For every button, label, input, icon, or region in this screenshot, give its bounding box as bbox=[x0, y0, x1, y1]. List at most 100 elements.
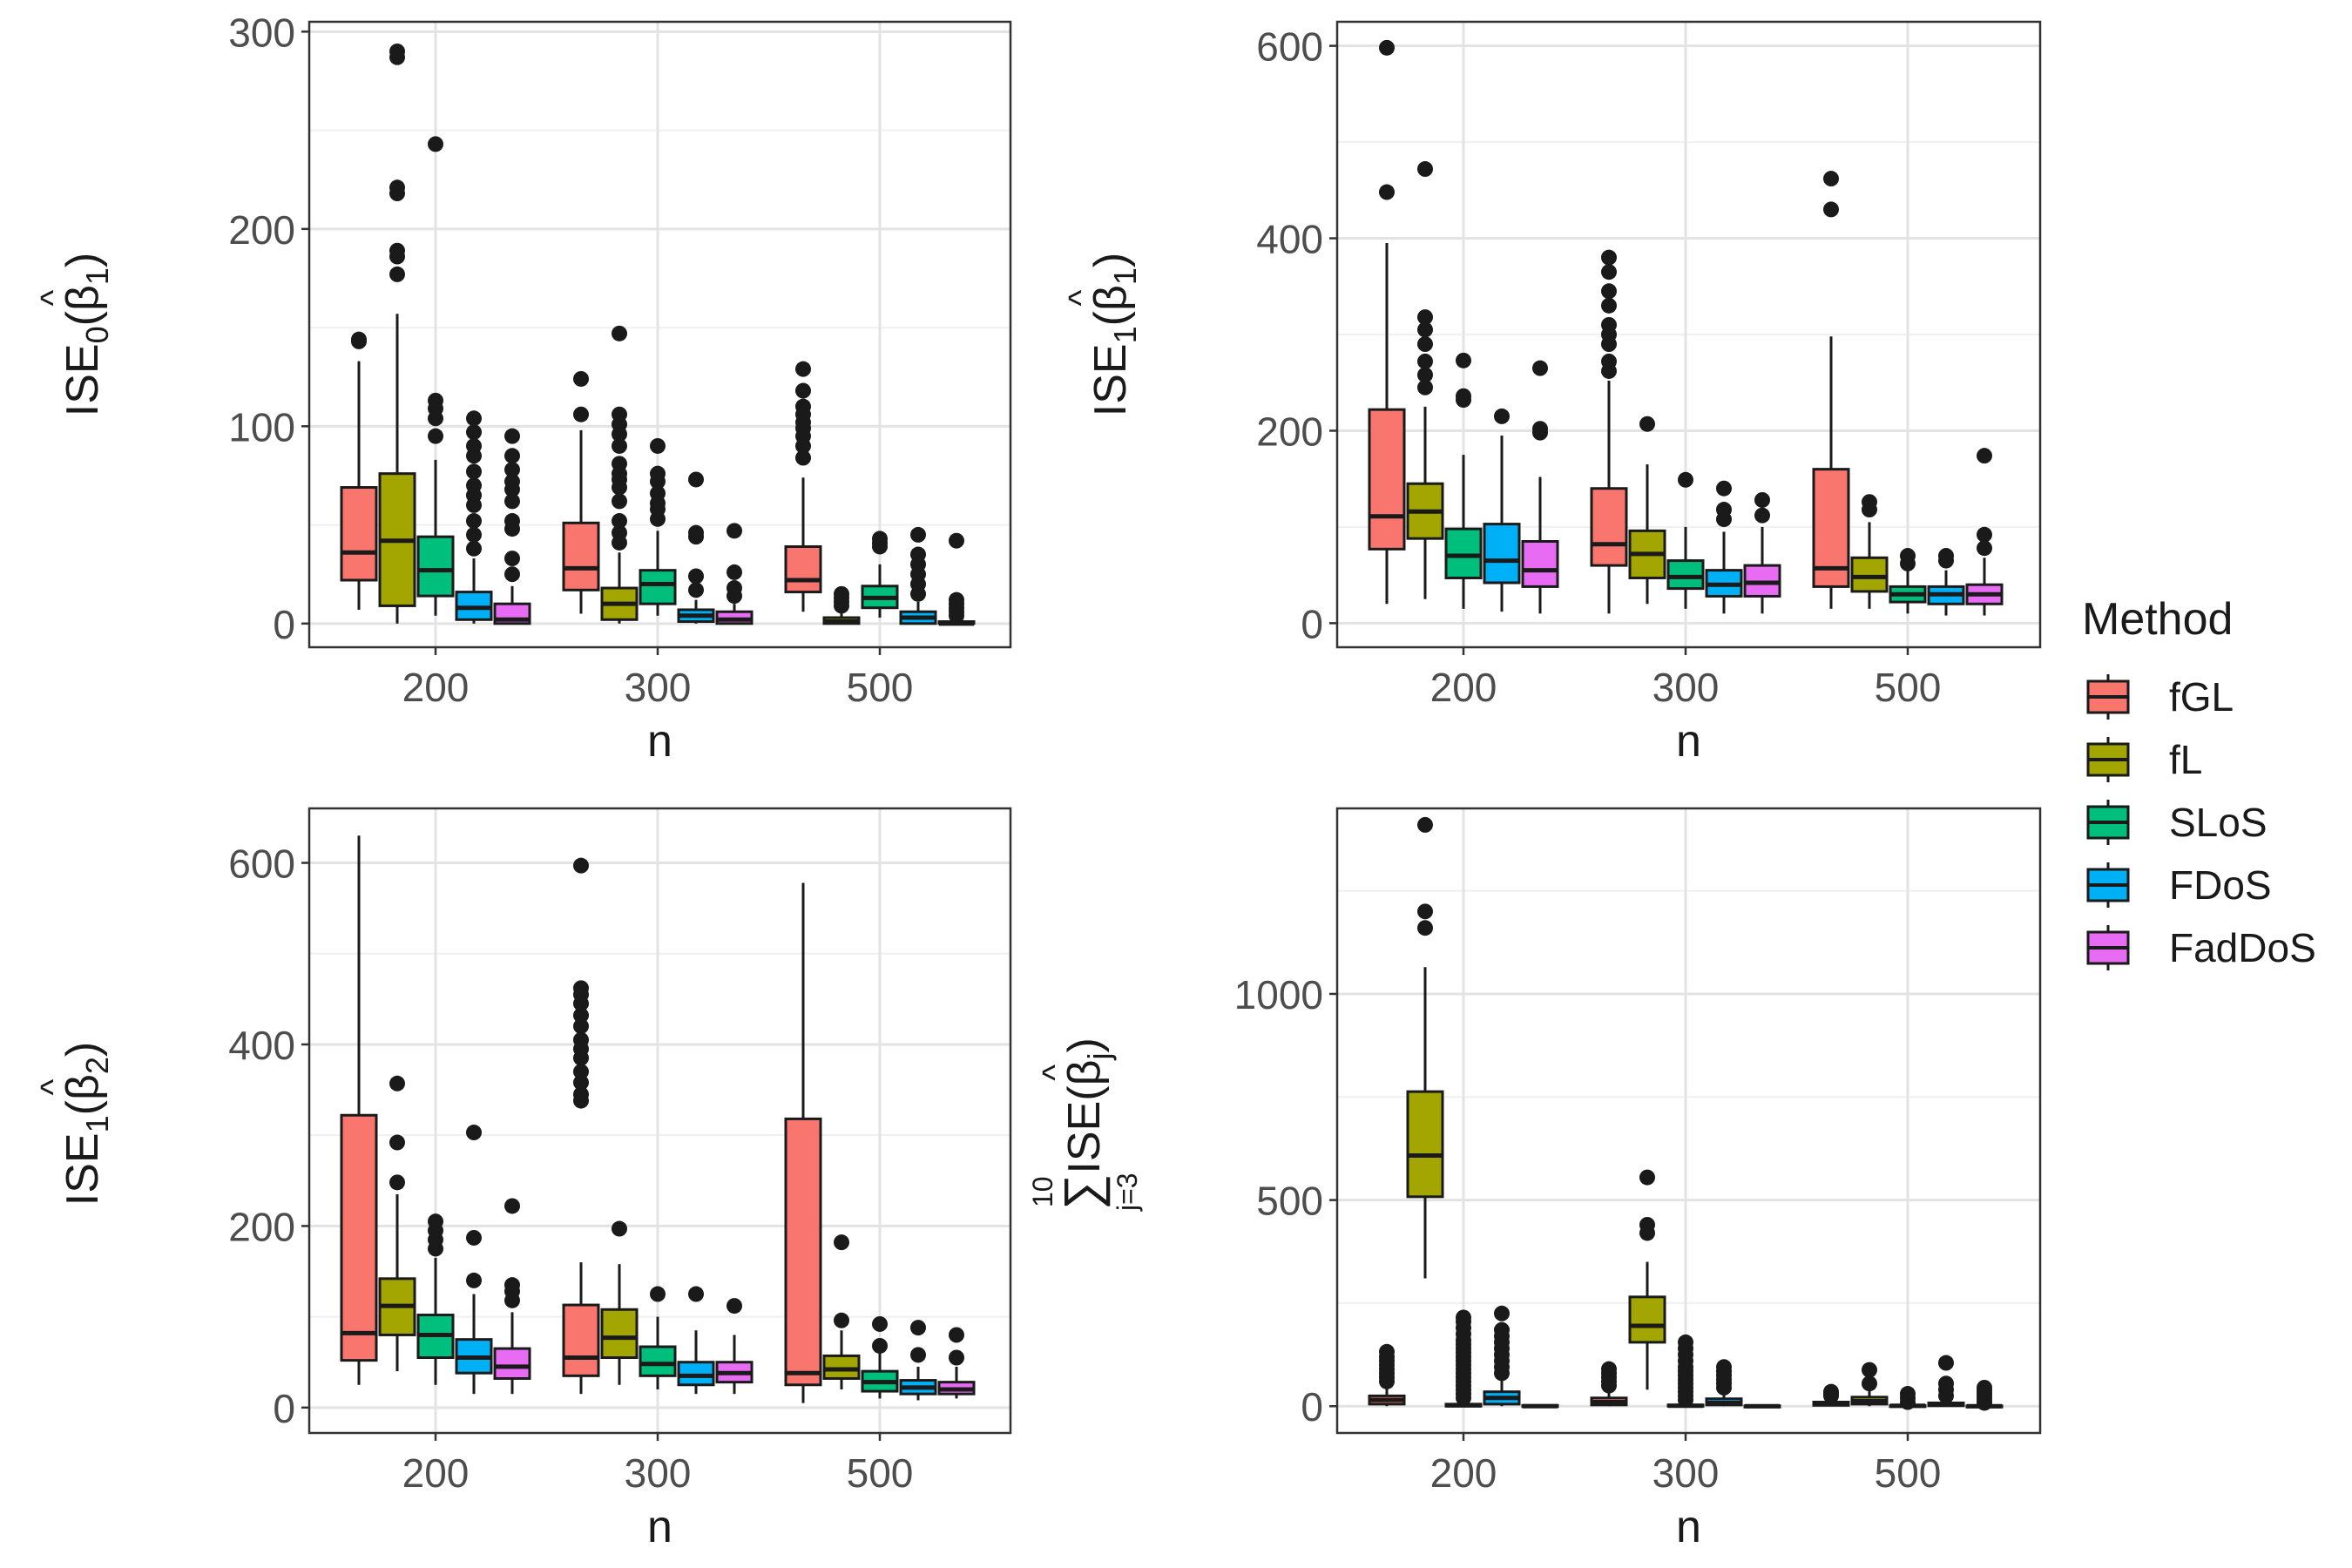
outlier-point bbox=[573, 857, 589, 874]
box-FadDoS-500 bbox=[1965, 448, 2004, 616]
box-fL-200 bbox=[1406, 816, 1444, 1279]
x-tick-label: 200 bbox=[1430, 665, 1497, 710]
outlier-point bbox=[650, 485, 666, 502]
outlier-point bbox=[1601, 264, 1617, 280]
box-FadDoS-200 bbox=[493, 428, 531, 625]
box-body bbox=[600, 1308, 639, 1360]
legend-item-fL: fL bbox=[2086, 737, 2202, 782]
outlier-point bbox=[389, 43, 405, 59]
outlier-point bbox=[428, 428, 443, 444]
outlier-point bbox=[688, 568, 704, 585]
outlier-point bbox=[949, 532, 964, 549]
outlier-point bbox=[466, 526, 482, 543]
outlier-point bbox=[688, 582, 704, 598]
outlier-point bbox=[834, 1234, 849, 1251]
box-SLoS-300 bbox=[1666, 471, 1705, 609]
outlier-point bbox=[1417, 816, 1433, 833]
outlier-point bbox=[1716, 480, 1732, 497]
outlier-point bbox=[1716, 502, 1732, 518]
outlier-point bbox=[389, 1075, 405, 1092]
outlier-point bbox=[1532, 360, 1548, 376]
legend-item-FadDoS: FadDoS bbox=[2086, 925, 2316, 970]
box-FadDoS-300 bbox=[715, 1298, 754, 1395]
sum-lower-limit: j=3 bbox=[1112, 1173, 1143, 1212]
box-body bbox=[1521, 539, 1559, 588]
outlier-point bbox=[389, 1174, 405, 1191]
y-tick-label: 400 bbox=[1256, 217, 1323, 262]
box-FDoS-300 bbox=[1705, 480, 1743, 614]
x-tick-label: 300 bbox=[1652, 1450, 1720, 1496]
outlier-point bbox=[428, 392, 443, 409]
outlier-point bbox=[1494, 408, 1510, 424]
legend-label: fGL bbox=[2169, 674, 2234, 720]
y-tick-label: 600 bbox=[228, 841, 295, 887]
box-FadDoS-500 bbox=[937, 532, 976, 626]
outlier-point bbox=[1900, 548, 1916, 564]
outlier-point bbox=[650, 437, 666, 454]
outlier-point bbox=[466, 410, 482, 427]
outlier-point bbox=[650, 465, 666, 482]
outlier-point bbox=[573, 1031, 589, 1048]
outlier-point bbox=[1862, 494, 1877, 510]
sum-upper-limit: 10 bbox=[1027, 1176, 1058, 1207]
y-tick-label: 200 bbox=[228, 207, 295, 253]
svg-text:∑ISE(βj): ∑ISE(βj) bbox=[1054, 1037, 1117, 1210]
box-body bbox=[1406, 1090, 1444, 1199]
box-fGL-500 bbox=[1812, 1383, 1850, 1407]
outlier-point bbox=[1900, 1386, 1916, 1402]
box-FadDoS-300 bbox=[1743, 1403, 1781, 1409]
x-tick-label: 200 bbox=[402, 665, 470, 710]
y-axis-title: ISE1(β1)^ bbox=[1062, 253, 1143, 416]
outlier-point bbox=[1716, 1359, 1732, 1375]
y-tick-label: 100 bbox=[228, 404, 295, 449]
outlier-point bbox=[1456, 352, 1471, 368]
legend-item-FDoS: FDoS bbox=[2086, 862, 2272, 908]
outlier-point bbox=[504, 513, 520, 530]
outlier-point bbox=[727, 1298, 742, 1315]
box-SLoS-500 bbox=[1889, 548, 1927, 614]
outlier-point bbox=[466, 437, 482, 454]
outlier-point bbox=[1754, 507, 1770, 524]
outlier-point bbox=[1938, 1375, 1954, 1392]
outlier-point bbox=[688, 524, 704, 541]
svg-text:ISE0(β1): ISE0(β1) bbox=[57, 253, 115, 416]
plot-background bbox=[1337, 808, 2040, 1433]
outlier-point bbox=[1938, 548, 1954, 564]
box-FadDoS-200 bbox=[1521, 1403, 1559, 1409]
box-fL-500 bbox=[822, 1234, 861, 1389]
outlier-point bbox=[612, 406, 627, 422]
outlier-point bbox=[389, 179, 405, 196]
x-tick-label: 500 bbox=[847, 1450, 914, 1496]
hat-accent: ^ bbox=[1036, 1064, 1074, 1081]
box-FDoS-300 bbox=[677, 471, 715, 624]
box-body bbox=[493, 1347, 531, 1380]
outlier-point bbox=[1494, 1305, 1510, 1321]
box-body bbox=[822, 1354, 861, 1380]
box-fL-200 bbox=[378, 43, 416, 624]
outlier-point bbox=[1417, 920, 1433, 936]
x-tick-label: 300 bbox=[625, 1450, 692, 1496]
y-tick-label: 1000 bbox=[1234, 972, 1323, 1017]
box-SLoS-500 bbox=[861, 1315, 899, 1399]
plot-background bbox=[309, 808, 1010, 1433]
box-SLoS-300 bbox=[639, 437, 677, 616]
outlier-point bbox=[1938, 1355, 1954, 1371]
outlier-point bbox=[504, 551, 520, 567]
outlier-point bbox=[466, 1125, 482, 1141]
outlier-point bbox=[795, 449, 811, 466]
box-body bbox=[1666, 559, 1705, 591]
x-tick-label: 200 bbox=[1430, 1450, 1497, 1496]
x-tick-label: 300 bbox=[1652, 665, 1720, 710]
outlier-point bbox=[1456, 388, 1471, 404]
outlier-point bbox=[1379, 184, 1395, 200]
svg-text:ISE1(β1): ISE1(β1) bbox=[1085, 253, 1143, 416]
outlier-point bbox=[1678, 471, 1693, 488]
box-body bbox=[562, 1303, 600, 1377]
box-body bbox=[784, 544, 822, 594]
outlier-point bbox=[1417, 336, 1433, 353]
outlier-point bbox=[612, 493, 627, 510]
box-body bbox=[340, 486, 378, 582]
box-fL-300 bbox=[1628, 416, 1666, 605]
box-fGL-300 bbox=[562, 857, 600, 1395]
